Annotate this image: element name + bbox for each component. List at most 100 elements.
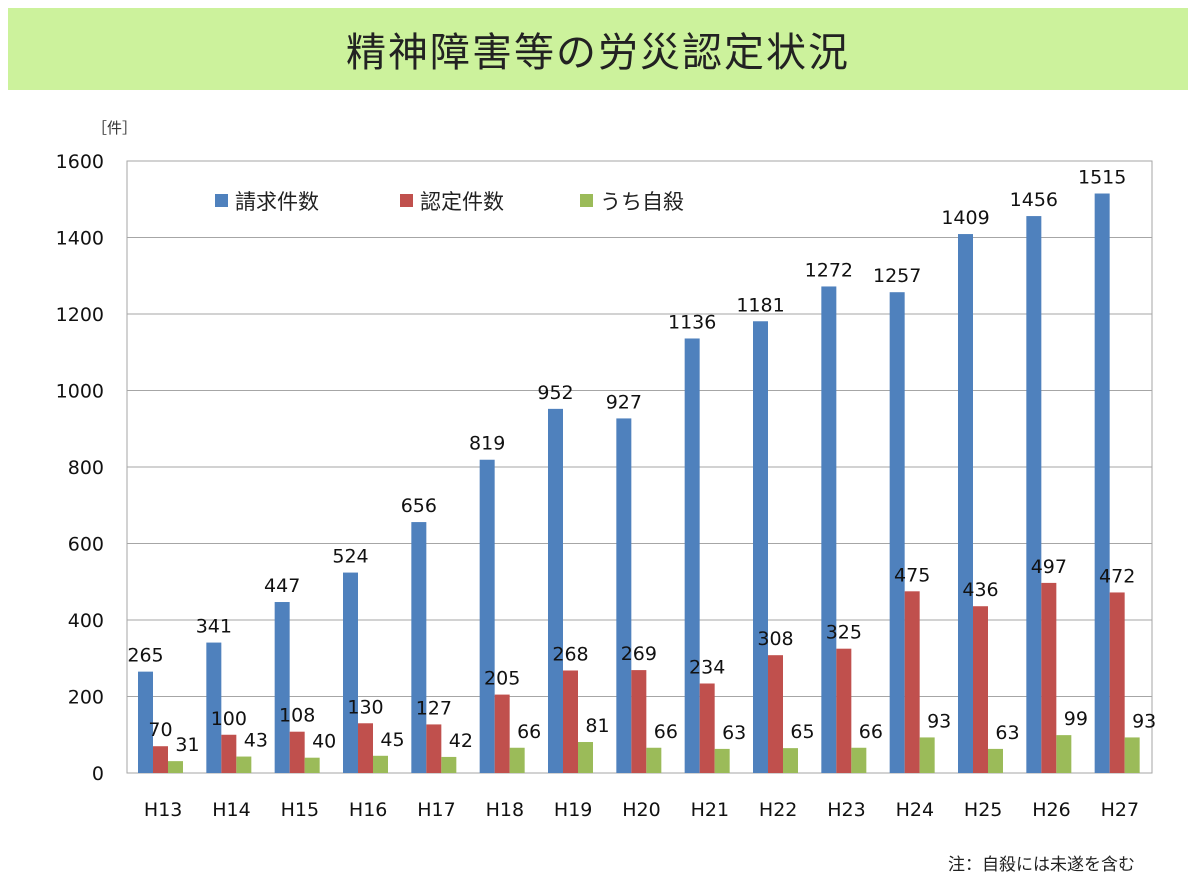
data-label: 325 [826, 622, 862, 644]
bar-approved [289, 731, 305, 773]
bar-approved [358, 723, 373, 773]
bar-approved [1041, 582, 1057, 773]
data-label: 43 [244, 730, 268, 752]
x-tick-label: H25 [964, 799, 1002, 821]
bar-claims [958, 234, 973, 773]
x-tick-label: H19 [554, 799, 592, 821]
x-tick-label: H27 [1101, 799, 1139, 821]
bar-claims [753, 321, 768, 773]
bar-claims [821, 286, 837, 773]
bar-approved [973, 606, 988, 773]
bar-approved [1109, 592, 1125, 773]
data-label: 99 [1064, 708, 1088, 730]
data-label: 952 [537, 382, 573, 404]
x-tick-label: H23 [827, 799, 865, 821]
bar-approved [904, 591, 920, 773]
data-label: 475 [894, 564, 930, 586]
bar-approved [494, 694, 510, 773]
bar-claims [684, 338, 700, 773]
bar-suicide [373, 755, 388, 773]
data-label: 70 [148, 719, 172, 741]
data-label: 205 [484, 668, 520, 690]
legend-label: 認定件数 [420, 190, 504, 214]
bar-approved [221, 734, 237, 773]
data-label: 66 [654, 721, 678, 743]
bar-claims [1026, 216, 1042, 773]
bar-suicide [168, 761, 183, 773]
bar-claims [274, 602, 290, 773]
x-tick-label: H13 [144, 799, 182, 821]
bar-suicide [578, 742, 593, 773]
data-label: 436 [962, 579, 998, 601]
bar-approved [768, 655, 783, 773]
legend-swatch [215, 194, 228, 207]
data-label: 1181 [736, 294, 784, 316]
data-label: 341 [196, 616, 232, 638]
bar-approved [699, 683, 715, 773]
bar-suicide [988, 748, 1003, 773]
data-label: 100 [211, 708, 247, 730]
bar-suicide [714, 748, 730, 773]
bar-claims [616, 418, 632, 773]
data-label: 66 [859, 721, 883, 743]
y-tick-label: 200 [68, 687, 104, 709]
data-label: 63 [995, 722, 1019, 744]
data-label: 93 [1132, 710, 1156, 732]
data-label: 927 [606, 391, 642, 413]
x-tick-label: H18 [486, 799, 524, 821]
title-banner: 精神障害等の労災認定状況 [8, 8, 1188, 90]
bar-claims [411, 522, 427, 773]
x-tick-label: H20 [622, 799, 660, 821]
x-tick-label: H22 [759, 799, 797, 821]
data-label: 45 [380, 729, 404, 751]
bar-suicide [1124, 737, 1140, 773]
footnote: 注：自殺には未遂を含む [948, 855, 1135, 875]
data-label: 308 [757, 628, 793, 650]
bar-claims [1094, 193, 1110, 773]
data-label: 93 [927, 710, 951, 732]
x-tick-label: H26 [1032, 799, 1070, 821]
data-label: 447 [264, 575, 300, 597]
bar-suicide [851, 747, 867, 773]
data-label: 130 [347, 696, 383, 718]
data-label: 65 [790, 721, 814, 743]
bar-suicide [441, 756, 457, 773]
bar-claims [548, 408, 563, 773]
legend-swatch [400, 194, 413, 207]
bar-suicide [646, 747, 662, 773]
data-label: 524 [332, 546, 368, 568]
data-label: 127 [416, 697, 452, 719]
data-label: 268 [552, 643, 588, 665]
bar-suicide [919, 737, 935, 773]
bar-approved [153, 746, 168, 773]
data-label: 108 [279, 705, 315, 727]
bar-approved [563, 670, 578, 773]
data-label: 1456 [1010, 189, 1058, 211]
bar-suicide [236, 756, 252, 773]
y-tick-label: 1200 [56, 304, 104, 326]
legend-swatch [580, 194, 593, 207]
bar-suicide [509, 747, 525, 773]
x-tick-label: H21 [691, 799, 729, 821]
data-label: 1409 [941, 207, 989, 229]
data-label: 81 [585, 715, 609, 737]
data-label: 1136 [668, 311, 716, 333]
data-label: 472 [1099, 565, 1135, 587]
data-label: 497 [1031, 556, 1067, 578]
legend-label: 請求件数 [235, 190, 319, 214]
data-label: 269 [621, 643, 657, 665]
data-label: 656 [401, 495, 437, 517]
y-tick-label: 400 [68, 610, 104, 632]
y-tick-label: 0 [92, 763, 104, 785]
y-axis-unit-label: ［件］ [92, 119, 137, 137]
bar-approved [631, 670, 647, 773]
bar-approved [836, 648, 852, 773]
data-label: 40 [312, 731, 336, 753]
bar-claims [206, 642, 222, 773]
data-label: 31 [175, 734, 199, 756]
bar-suicide [304, 757, 320, 773]
bar-approved [426, 724, 442, 773]
data-label: 1257 [873, 265, 921, 287]
y-tick-label: 600 [68, 534, 104, 556]
